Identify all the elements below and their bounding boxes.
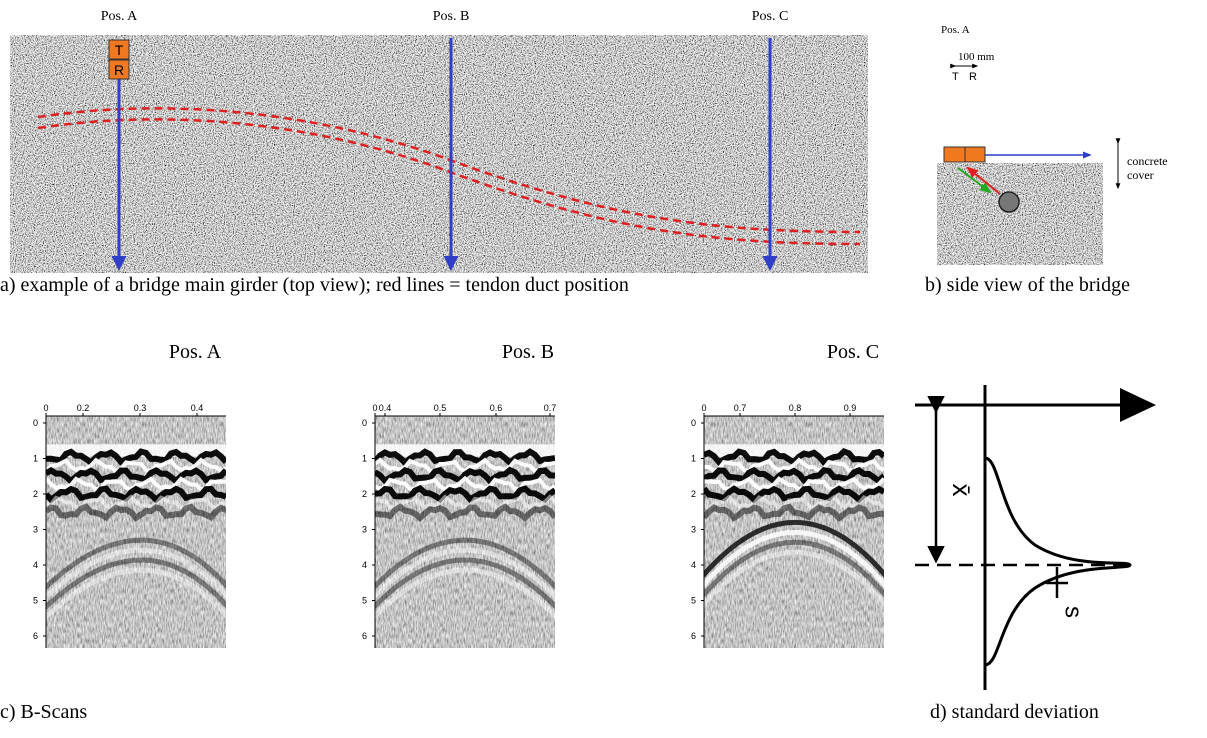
cover-label: concrete xyxy=(1127,154,1168,168)
x-tick-label: 0.6 xyxy=(490,403,503,413)
hyperbola xyxy=(46,557,226,611)
sensor-box xyxy=(964,146,986,163)
y-tick-label: 3 xyxy=(362,525,367,535)
x-tick-label: 0 xyxy=(372,403,377,413)
reflection-band xyxy=(375,448,555,467)
scan-title: Pos. B xyxy=(502,341,554,363)
x-tick-label: 0.7 xyxy=(544,403,557,413)
y-tick-label: 5 xyxy=(33,596,38,606)
x-tick-label: 0.3 xyxy=(134,403,147,413)
y-tick-label: 6 xyxy=(33,631,38,641)
tendon-duct xyxy=(998,191,1020,213)
x-tick-label: 0 xyxy=(43,403,48,413)
position-label: Pos. A xyxy=(941,24,970,36)
hyperbola xyxy=(375,547,555,600)
x-tick-label: 0.8 xyxy=(789,403,802,413)
mean-label: x̄ xyxy=(947,484,977,497)
spacing-label: 100 mm xyxy=(958,51,995,63)
sensor-label: T xyxy=(952,71,959,83)
caption: c) B-Scans xyxy=(0,701,87,723)
reflection-band xyxy=(46,485,226,504)
reflections xyxy=(375,444,555,620)
y-tick-label: 3 xyxy=(33,525,38,535)
sd-label: s xyxy=(1060,606,1087,618)
reflection-band xyxy=(375,494,555,511)
y-tick-label: 4 xyxy=(362,560,367,570)
hyperbola xyxy=(375,557,555,610)
girder xyxy=(9,34,869,274)
reflection-band xyxy=(704,494,884,511)
distribution-curve xyxy=(984,456,1132,667)
hyperbola xyxy=(375,567,555,620)
y-tick-label: 4 xyxy=(691,560,696,570)
reflection-band xyxy=(375,484,555,504)
x-tick-label: 0.5 xyxy=(434,403,447,413)
reflection-band xyxy=(46,476,226,492)
sensor-label: R xyxy=(114,62,124,78)
hyperbola xyxy=(375,537,555,590)
y-tick-label: 5 xyxy=(691,596,696,606)
hyperbola xyxy=(704,540,884,599)
hyperbola xyxy=(46,567,226,621)
scan-title: Pos. C xyxy=(827,341,879,363)
position-label: Pos. C xyxy=(752,9,789,24)
concrete-section xyxy=(936,162,1104,266)
reflection-band xyxy=(46,503,226,522)
sensor-box xyxy=(108,39,130,60)
x-tick-label: 0.4 xyxy=(191,403,204,413)
x-tick-label: 0 xyxy=(701,403,706,413)
hyperbola xyxy=(46,547,226,601)
caption: a) example of a bridge main girder (top … xyxy=(0,274,629,296)
y-tick-label: 1 xyxy=(33,454,38,464)
caption: b) side view of the bridge xyxy=(925,274,1130,296)
y-tick-label: 4 xyxy=(33,560,38,570)
cover-label: cover xyxy=(1127,168,1154,182)
reflection-band xyxy=(375,503,555,523)
position-label: Pos. B xyxy=(433,9,470,24)
reflection-band xyxy=(704,485,884,504)
position-label: Pos. A xyxy=(101,9,138,24)
transmit-ray xyxy=(957,167,992,194)
reflections xyxy=(46,444,226,621)
y-tick-label: 0 xyxy=(691,418,696,428)
reflection-band xyxy=(375,457,555,474)
x-tick-label: 0.2 xyxy=(77,403,90,413)
y-tick-label: 1 xyxy=(362,454,367,464)
reflection-band xyxy=(704,476,884,492)
sensor-box xyxy=(943,146,966,163)
hyperbola xyxy=(46,537,226,591)
scan-title: Pos. A xyxy=(169,341,222,363)
y-tick-label: 2 xyxy=(33,489,38,499)
y-tick-label: 3 xyxy=(691,525,696,535)
y-tick-label: 1 xyxy=(691,454,696,464)
reflection-band xyxy=(46,457,226,474)
reflection-band xyxy=(375,475,555,492)
hyperbola xyxy=(704,530,884,589)
reflection-band xyxy=(704,466,884,486)
x-tick-label: 0.7 xyxy=(734,403,747,413)
sensor-label: T xyxy=(115,42,124,58)
arrow-head xyxy=(1120,388,1156,422)
y-tick-label: 6 xyxy=(362,631,367,641)
y-tick-label: 2 xyxy=(362,489,367,499)
x-tick-label: 0.4 xyxy=(379,403,392,413)
reflection-band xyxy=(46,494,226,511)
receive-ray xyxy=(966,166,1001,195)
y-tick-label: 0 xyxy=(362,418,367,428)
y-tick-label: 2 xyxy=(691,489,696,499)
reflection-band xyxy=(704,503,884,522)
sensor-box xyxy=(108,59,130,80)
caption: d) standard deviation xyxy=(930,701,1099,723)
x-tick-label: 0.9 xyxy=(844,403,857,413)
reflections xyxy=(704,444,884,609)
hyperbola xyxy=(704,520,884,579)
reflection-band xyxy=(375,466,555,485)
sensor-label: R xyxy=(969,71,977,83)
y-tick-label: 0 xyxy=(33,418,38,428)
y-tick-label: 5 xyxy=(362,596,367,606)
y-tick-label: 6 xyxy=(691,631,696,641)
reflection-band xyxy=(46,466,226,486)
hyperbola xyxy=(704,549,884,609)
